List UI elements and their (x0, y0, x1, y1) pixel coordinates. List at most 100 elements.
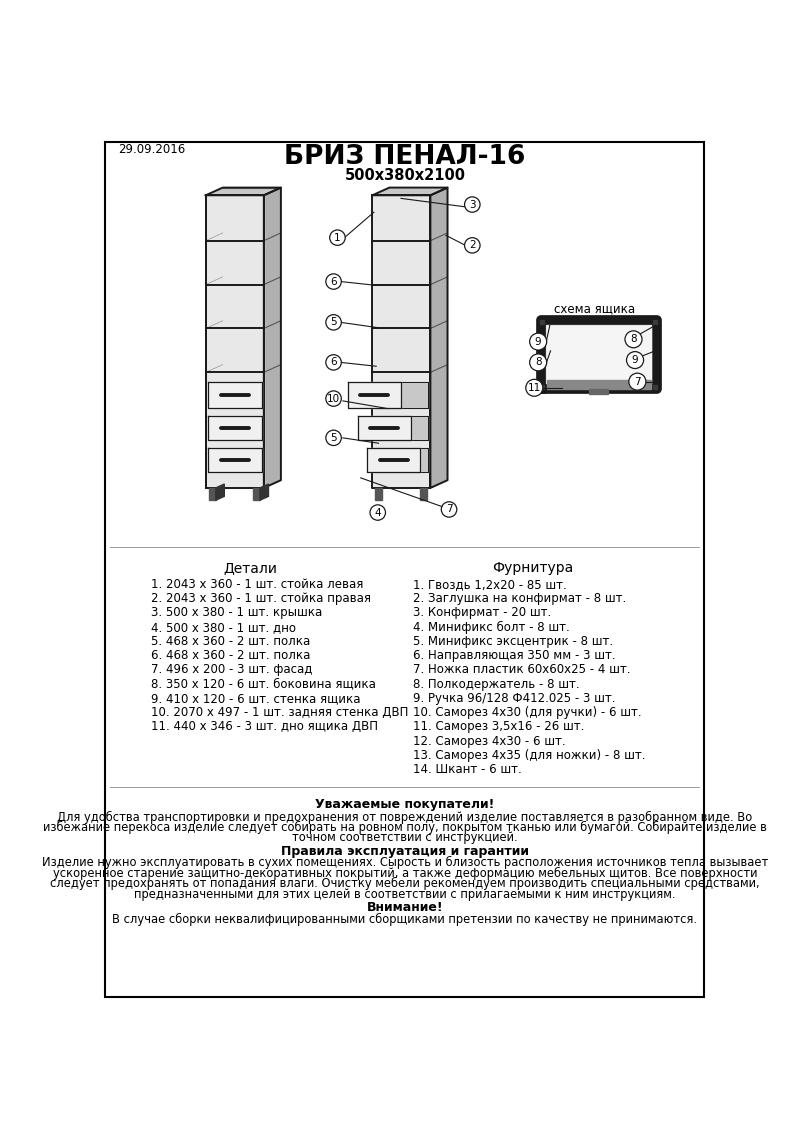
Text: точном соответствии с инструкцией.: точном соответствии с инструкцией. (292, 832, 517, 844)
Text: 7: 7 (446, 505, 453, 514)
Polygon shape (375, 488, 382, 500)
Circle shape (325, 431, 341, 445)
Text: 5: 5 (330, 433, 337, 443)
Text: 500x380x2100: 500x380x2100 (344, 168, 465, 183)
Polygon shape (372, 187, 447, 195)
Text: 10: 10 (327, 393, 340, 403)
Circle shape (325, 355, 341, 370)
Text: 1. Гвоздь 1,2х20 - 85 шт.: 1. Гвоздь 1,2х20 - 85 шт. (412, 578, 566, 591)
Circle shape (442, 502, 457, 517)
Text: 9. 410 х 120 - 6 шт. стенка ящика: 9. 410 х 120 - 6 шт. стенка ящика (152, 692, 361, 706)
Polygon shape (216, 485, 224, 500)
Text: предназначенными для этих целей в соответствии с прилагаемыми к ним инструкциям.: предназначенными для этих целей в соотве… (134, 888, 675, 900)
Polygon shape (208, 447, 261, 472)
Text: 7. Ножка пластик 60х60х25 - 4 шт.: 7. Ножка пластик 60х60х25 - 4 шт. (412, 664, 630, 676)
Text: 10. Саморез 4х30 (для ручки) - 6 шт.: 10. Саморез 4х30 (для ручки) - 6 шт. (412, 707, 641, 719)
Polygon shape (367, 447, 420, 472)
Text: Внимание!: Внимание! (367, 900, 443, 914)
Polygon shape (547, 326, 650, 383)
Circle shape (325, 274, 341, 290)
Polygon shape (374, 416, 428, 441)
Polygon shape (209, 488, 216, 500)
Text: Фурнитура: Фурнитура (492, 561, 574, 575)
Polygon shape (374, 447, 428, 472)
Circle shape (526, 380, 543, 397)
Text: 6: 6 (330, 357, 337, 367)
Text: 8: 8 (535, 357, 541, 367)
Text: 3. 500 х 380 - 1 шт. крышка: 3. 500 х 380 - 1 шт. крышка (152, 606, 322, 620)
Text: 2. 2043 х 360 - 1 шт. стойка правая: 2. 2043 х 360 - 1 шт. стойка правая (152, 592, 371, 605)
Text: Правила эксплуатация и гарантии: Правила эксплуатация и гарантии (281, 845, 529, 858)
Polygon shape (547, 380, 650, 389)
Circle shape (329, 230, 345, 246)
Polygon shape (374, 382, 428, 408)
Polygon shape (589, 389, 608, 394)
Circle shape (465, 238, 480, 254)
Text: 8. 350 х 120 - 6 шт. боковина ящика: 8. 350 х 120 - 6 шт. боковина ящика (152, 677, 376, 691)
Text: 6. Направляющая 350 мм - 3 шт.: 6. Направляющая 350 мм - 3 шт. (412, 649, 615, 663)
Text: 12. Саморез 4х30 - 6 шт.: 12. Саморез 4х30 - 6 шт. (412, 735, 566, 747)
Text: 5: 5 (330, 318, 337, 327)
Polygon shape (372, 195, 431, 488)
Text: ускоренное старение защитно-декоративных покрытий, а также деформацию мебельных : ускоренное старение защитно-декоративных… (53, 867, 757, 880)
Text: БРИЗ ПЕНАЛ-16: БРИЗ ПЕНАЛ-16 (284, 144, 525, 170)
Text: 8: 8 (630, 335, 637, 344)
Text: 10. 2070 х 497 - 1 шт. задняя стенка ДВП: 10. 2070 х 497 - 1 шт. задняя стенка ДВП (152, 707, 409, 719)
Polygon shape (358, 416, 411, 441)
Text: 11. Саморез 3,5х16 - 26 шт.: 11. Саморез 3,5х16 - 26 шт. (412, 720, 584, 734)
Polygon shape (205, 195, 264, 488)
Text: 3. Конфирмат - 20 шт.: 3. Конфирмат - 20 шт. (412, 606, 551, 620)
Polygon shape (253, 488, 260, 500)
Text: Уважаемые покупатели!: Уважаемые покупатели! (315, 798, 495, 811)
Text: схема ящика: схема ящика (555, 302, 635, 314)
Text: 5. 468 х 360 - 2 шт. полка: 5. 468 х 360 - 2 шт. полка (152, 635, 310, 648)
Polygon shape (431, 187, 447, 488)
Polygon shape (540, 320, 656, 389)
Text: 2: 2 (469, 240, 476, 250)
Text: 9: 9 (535, 337, 541, 347)
Circle shape (629, 373, 646, 390)
Polygon shape (205, 187, 281, 195)
Circle shape (325, 391, 341, 406)
Text: 1: 1 (334, 232, 340, 242)
Circle shape (370, 505, 386, 521)
Text: 8. Полкодержатель - 8 шт.: 8. Полкодержатель - 8 шт. (412, 677, 579, 691)
Polygon shape (208, 416, 261, 441)
Polygon shape (264, 187, 281, 488)
Text: 4. 500 х 380 - 1 шт. дно: 4. 500 х 380 - 1 шт. дно (152, 621, 296, 633)
Text: 6: 6 (330, 276, 337, 286)
Text: 3: 3 (469, 199, 476, 210)
Text: 4: 4 (374, 507, 381, 517)
Text: 9: 9 (632, 355, 638, 365)
Polygon shape (348, 382, 401, 408)
Text: 11: 11 (528, 383, 541, 393)
Circle shape (625, 331, 642, 348)
Text: 6. 468 х 360 - 2 шт. полка: 6. 468 х 360 - 2 шт. полка (152, 649, 310, 663)
Text: 7. 496 х 200 - 3 шт. фасад: 7. 496 х 200 - 3 шт. фасад (152, 664, 313, 676)
Text: В случае сборки неквалифицированными сборщиками претензии по качеству не принима: В случае сборки неквалифицированными сбо… (112, 913, 698, 925)
Text: 13. Саморез 4х35 (для ножки) - 8 шт.: 13. Саморез 4х35 (для ножки) - 8 шт. (412, 749, 645, 762)
Text: 11. 440 х 346 - 3 шт. дно ящика ДВП: 11. 440 х 346 - 3 шт. дно ящика ДВП (152, 720, 378, 734)
Polygon shape (208, 382, 261, 408)
Circle shape (325, 314, 341, 330)
Circle shape (529, 354, 547, 371)
Circle shape (529, 334, 547, 350)
Polygon shape (260, 485, 269, 500)
Text: 29.09.2016: 29.09.2016 (118, 143, 186, 156)
Circle shape (626, 352, 644, 369)
Text: 4. Минификс болт - 8 шт.: 4. Минификс болт - 8 шт. (412, 621, 570, 633)
Text: следует предохранять от попадания влаги. Очистку мебели рекомендуем производить : следует предохранять от попадания влаги.… (50, 877, 760, 890)
Text: 5. Минификс эксцентрик - 8 шт.: 5. Минификс эксцентрик - 8 шт. (412, 635, 613, 648)
Text: 2. Заглушка на конфирмат - 8 шт.: 2. Заглушка на конфирмат - 8 шт. (412, 592, 626, 605)
Text: избежание перекоса изделие следует собирать на ровном полу, покрытом тканью или : избежание перекоса изделие следует собир… (43, 820, 767, 834)
Text: 7: 7 (634, 376, 641, 387)
Text: 1. 2043 х 360 - 1 шт. стойка левая: 1. 2043 х 360 - 1 шт. стойка левая (152, 578, 364, 591)
Text: Изделие нужно эксплуатировать в сухих помещениях. Сырость и близость расположени: Изделие нужно эксплуатировать в сухих по… (42, 857, 768, 869)
Polygon shape (419, 488, 427, 500)
FancyBboxPatch shape (105, 142, 704, 997)
Circle shape (465, 197, 480, 212)
Text: 14. Шкант - 6 шт.: 14. Шкант - 6 шт. (412, 763, 521, 777)
Text: Детали: Детали (223, 561, 276, 575)
Text: Для удобства транспортировки и предохранения от повреждений изделие поставляется: Для удобства транспортировки и предохран… (57, 810, 753, 824)
Text: 9. Ручка 96/128 Ф412.025 - 3 шт.: 9. Ручка 96/128 Ф412.025 - 3 шт. (412, 692, 615, 706)
